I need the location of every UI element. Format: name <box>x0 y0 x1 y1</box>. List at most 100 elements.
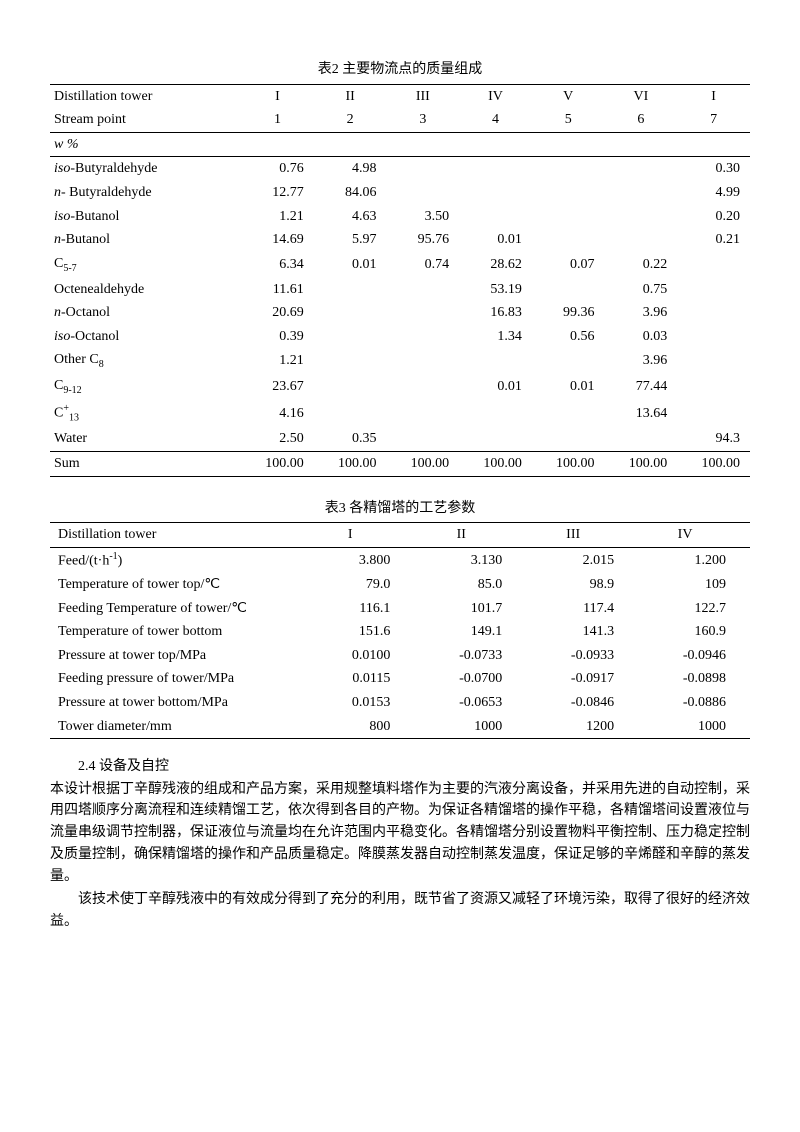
section-body: 2.4 设备及自控 本设计根据丁辛醇残液的组成和产品方案，采用规整填料塔作为主要… <box>50 757 750 932</box>
t3-row-label: Feeding Temperature of tower/℃ <box>50 597 304 621</box>
t3-cell: 1.200 <box>638 547 750 573</box>
t2-cell: 100.00 <box>532 451 605 476</box>
t2-h2-label: Stream point <box>50 108 241 132</box>
t2-cell <box>314 301 387 325</box>
t2-cell: 100.00 <box>314 451 387 476</box>
t2-cell: 0.56 <box>532 325 605 349</box>
t2-row-label: n-Butanol <box>50 228 241 252</box>
t2-h2-c1: 2 <box>314 108 387 132</box>
t2-cell <box>677 301 750 325</box>
t3-cell: -0.0653 <box>414 691 526 715</box>
t2-cell <box>314 374 387 400</box>
t2-row-label: n-Octanol <box>50 301 241 325</box>
t2-cell <box>386 374 459 400</box>
wpct-label: w % <box>54 137 79 152</box>
t2-cell <box>677 348 750 374</box>
t3-cell: 1200 <box>526 715 638 739</box>
t2-h1-c2: III <box>386 84 459 108</box>
table2-title: 表2 主要物流点的质量组成 <box>50 60 750 80</box>
t2-h1-c5: VI <box>605 84 678 108</box>
t2-cell <box>532 181 605 205</box>
t3-cell: 0.0100 <box>304 644 414 668</box>
t2-cell: 0.22 <box>605 252 678 278</box>
t2-h1-c4: V <box>532 84 605 108</box>
t2-cell: 94.3 <box>677 427 750 451</box>
t3-cell: 101.7 <box>414 597 526 621</box>
t3-cell: 2.015 <box>526 547 638 573</box>
t2-h1-c6: I <box>677 84 750 108</box>
t2-cell <box>459 400 532 427</box>
t2-cell: 16.83 <box>459 301 532 325</box>
t2-cell: 0.01 <box>532 374 605 400</box>
t3-cell: 116.1 <box>304 597 414 621</box>
t2-cell <box>459 205 532 229</box>
t2-cell: 0.21 <box>677 228 750 252</box>
t2-cell <box>532 278 605 302</box>
t2-h1-c1: II <box>314 84 387 108</box>
t2-cell: 4.16 <box>241 400 314 427</box>
t2-cell <box>605 157 678 181</box>
t3-row-label: Pressure at tower bottom/MPa <box>50 691 304 715</box>
t3-cell: 800 <box>304 715 414 739</box>
t2-cell: 3.50 <box>386 205 459 229</box>
t2-cell <box>386 157 459 181</box>
t3-cell: 1000 <box>414 715 526 739</box>
t2-cell: 0.35 <box>314 427 387 451</box>
t2-cell <box>386 427 459 451</box>
t3-cell: 149.1 <box>414 620 526 644</box>
t3-row-label: Feeding pressure of tower/MPa <box>50 667 304 691</box>
t3-cell: 3.130 <box>414 547 526 573</box>
t2-row-label: Water <box>50 427 241 451</box>
t2-cell: 0.39 <box>241 325 314 349</box>
t2-cell <box>605 427 678 451</box>
t3-row-label: Temperature of tower top/℃ <box>50 573 304 597</box>
t2-h1-label: Distillation tower <box>50 84 241 108</box>
t2-cell: 28.62 <box>459 252 532 278</box>
t2-cell: 0.30 <box>677 157 750 181</box>
t3-h-c1: II <box>414 523 526 548</box>
t2-cell: 3.96 <box>605 301 678 325</box>
t2-cell: 100.00 <box>241 451 314 476</box>
t2-cell: 84.06 <box>314 181 387 205</box>
t2-h2-c5: 6 <box>605 108 678 132</box>
t2-cell <box>605 181 678 205</box>
t3-cell: 160.9 <box>638 620 750 644</box>
t3-cell: 3.800 <box>304 547 414 573</box>
t2-cell <box>386 400 459 427</box>
t3-h-c3: IV <box>638 523 750 548</box>
t2-cell: 99.36 <box>532 301 605 325</box>
t3-row-label: Temperature of tower bottom <box>50 620 304 644</box>
t2-row-label: C5-7 <box>50 252 241 278</box>
t2-h1-c0: I <box>241 84 314 108</box>
t3-h-c2: III <box>526 523 638 548</box>
t2-cell <box>386 278 459 302</box>
t2-cell <box>532 157 605 181</box>
t2-cell <box>605 205 678 229</box>
t2-cell: 4.98 <box>314 157 387 181</box>
t3-cell: 117.4 <box>526 597 638 621</box>
t3-cell: 85.0 <box>414 573 526 597</box>
t2-cell: 53.19 <box>459 278 532 302</box>
t3-cell: -0.0917 <box>526 667 638 691</box>
table3-title: 表3 各精馏塔的工艺参数 <box>50 499 750 519</box>
t2-cell <box>314 400 387 427</box>
t3-h-label: Distillation tower <box>50 523 304 548</box>
t3-cell: 98.9 <box>526 573 638 597</box>
t2-cell: 100.00 <box>677 451 750 476</box>
t2-wpct: w % <box>50 132 750 157</box>
t2-cell: 5.97 <box>314 228 387 252</box>
t3-cell: 122.7 <box>638 597 750 621</box>
t3-cell: -0.0700 <box>414 667 526 691</box>
t2-row-label: Other C8 <box>50 348 241 374</box>
t3-row-label: Pressure at tower top/MPa <box>50 644 304 668</box>
t2-cell: 0.20 <box>677 205 750 229</box>
t2-cell: 77.44 <box>605 374 678 400</box>
t2-cell: 0.75 <box>605 278 678 302</box>
t2-cell: 13.64 <box>605 400 678 427</box>
t2-row-label: iso-Octanol <box>50 325 241 349</box>
t2-cell <box>314 278 387 302</box>
section-p1: 本设计根据丁辛醇残液的组成和产品方案，采用规整填料塔作为主要的汽液分离设备，并采… <box>50 779 750 887</box>
t2-cell <box>314 325 387 349</box>
t2-row-label: Sum <box>50 451 241 476</box>
t3-cell: -0.0846 <box>526 691 638 715</box>
